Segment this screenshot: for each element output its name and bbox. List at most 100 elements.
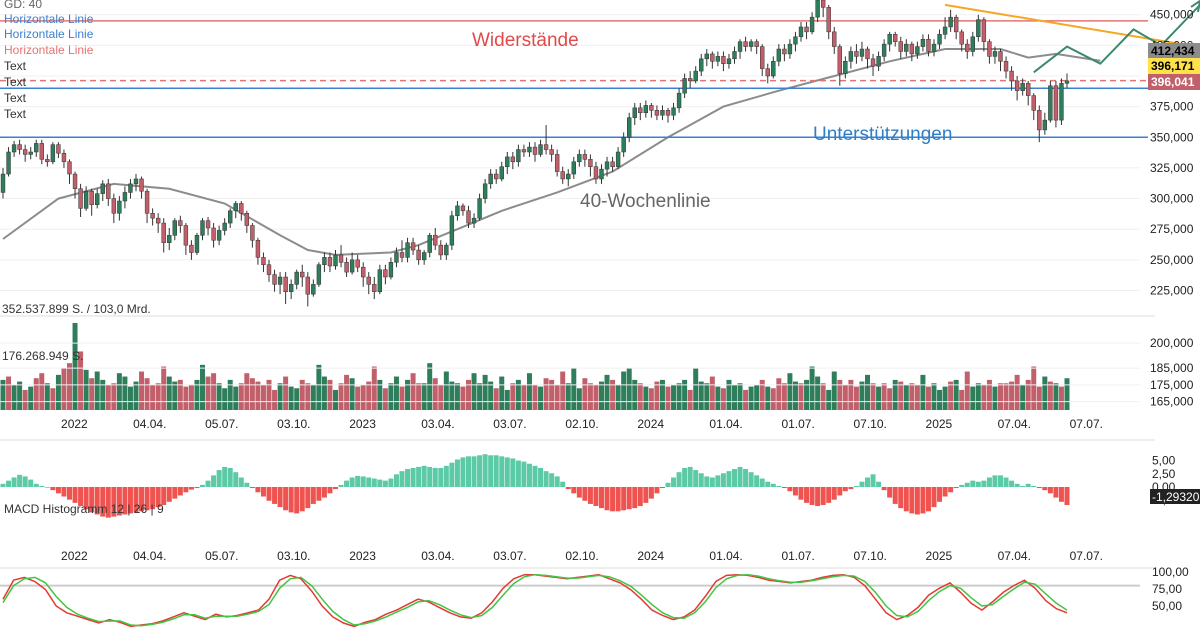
volume-bar bbox=[1058, 386, 1064, 410]
volume-bar bbox=[709, 376, 715, 410]
candle-body bbox=[554, 154, 560, 172]
macd-bar bbox=[172, 487, 178, 499]
macd-bar bbox=[1020, 485, 1026, 487]
volume-bar bbox=[981, 384, 987, 410]
macd-bar bbox=[898, 487, 904, 509]
candle-body bbox=[482, 183, 488, 199]
volume-bar bbox=[998, 383, 1003, 410]
macd-bar bbox=[205, 480, 211, 487]
candle-body bbox=[1031, 95, 1036, 111]
x-tick-label: 03.04. bbox=[421, 549, 454, 563]
macd-bar bbox=[67, 487, 72, 500]
macd-bar bbox=[355, 475, 361, 487]
x-tick-label: 07.07. bbox=[1070, 417, 1103, 431]
candle-body bbox=[804, 26, 809, 33]
macd-bar bbox=[665, 482, 671, 487]
macd-bar bbox=[615, 487, 621, 512]
volume-bar bbox=[244, 373, 250, 410]
volume-bar bbox=[1064, 378, 1070, 410]
level-value-tag bbox=[1148, 58, 1200, 74]
macd-bar bbox=[338, 484, 344, 487]
candle-body bbox=[953, 16, 959, 33]
candle-body bbox=[466, 210, 471, 224]
x-tick-label: 07.10. bbox=[854, 417, 887, 431]
volume-bar bbox=[538, 386, 544, 410]
volume-bar bbox=[460, 386, 466, 410]
x-tick-label: 07.04. bbox=[998, 417, 1031, 431]
macd-bar bbox=[255, 487, 261, 493]
macd-bar bbox=[1064, 487, 1070, 505]
volume-bar bbox=[1020, 384, 1026, 410]
macd-bar bbox=[992, 475, 998, 487]
volume-bar bbox=[643, 386, 649, 410]
x-tick-label: 07.04. bbox=[998, 549, 1031, 563]
candle-body bbox=[671, 107, 676, 116]
volume-bar bbox=[371, 366, 377, 410]
macd-bar bbox=[526, 463, 532, 487]
macd-bar bbox=[914, 487, 920, 515]
ma-line bbox=[2, 48, 1101, 256]
macd-bar bbox=[22, 476, 28, 487]
x-tick-label: 2025 bbox=[926, 549, 953, 563]
volume-bar bbox=[471, 373, 477, 410]
candle-body bbox=[383, 269, 388, 278]
macd-bar bbox=[333, 487, 338, 490]
volume-bar bbox=[432, 378, 438, 410]
candle-body bbox=[255, 239, 261, 258]
candle-body bbox=[161, 222, 166, 243]
candle-body bbox=[760, 46, 765, 69]
volume-bar bbox=[576, 388, 582, 410]
candle-body bbox=[521, 149, 527, 153]
candle-body bbox=[538, 144, 543, 155]
volume-bar bbox=[399, 386, 405, 410]
volume-bar bbox=[416, 383, 422, 410]
volume-bar bbox=[1042, 376, 1048, 410]
volume-bar bbox=[127, 386, 133, 410]
trend-line bbox=[944, 3, 1200, 49]
y-tick-label: 375,000 bbox=[1150, 100, 1194, 114]
macd-bar bbox=[637, 487, 643, 507]
volume-bar bbox=[222, 388, 228, 410]
candle-body bbox=[216, 230, 222, 241]
macd-bar bbox=[216, 470, 222, 487]
macd-histogram bbox=[0, 454, 1070, 518]
macd-bar bbox=[576, 487, 582, 498]
level-value-label: 396,171 bbox=[1151, 59, 1195, 73]
y-tick-label: 165,000 bbox=[1150, 395, 1194, 409]
candle-body bbox=[998, 51, 1003, 62]
candle-body bbox=[854, 51, 859, 57]
macd-bar bbox=[288, 487, 294, 513]
candle-body bbox=[233, 203, 238, 212]
macd-bar bbox=[853, 485, 859, 487]
x-tick-label: 01.04. bbox=[709, 549, 742, 563]
candle-body bbox=[909, 43, 915, 55]
price-candles bbox=[0, 0, 1070, 307]
macd-bar bbox=[139, 487, 145, 512]
volume-bar bbox=[626, 368, 632, 410]
macd-bar bbox=[432, 467, 438, 487]
volume-bar bbox=[931, 383, 937, 410]
macd-bar bbox=[488, 455, 494, 487]
macd-bar bbox=[89, 487, 95, 513]
volume-bar bbox=[648, 388, 654, 410]
candle-body bbox=[604, 161, 610, 170]
candle-body bbox=[743, 41, 748, 47]
candle-body bbox=[920, 38, 926, 47]
volume-bar bbox=[50, 388, 56, 410]
candle-body bbox=[222, 222, 227, 231]
volume-bar bbox=[593, 384, 599, 410]
macd-bar bbox=[454, 459, 460, 487]
x-axis-upper: 2022 04.04. 05.07. 03.10. 2023 03.04. 03.07. 02… bbox=[61, 417, 1103, 431]
macd-bar bbox=[443, 465, 449, 487]
volume-bar bbox=[1047, 381, 1053, 410]
volume-bar bbox=[133, 381, 139, 410]
candle-body bbox=[377, 269, 383, 292]
volume-bar bbox=[377, 379, 383, 410]
x-tick-label: 02.10. bbox=[565, 417, 598, 431]
volume-bar bbox=[792, 381, 798, 410]
candle-body bbox=[89, 190, 94, 205]
macd-bar bbox=[399, 471, 405, 487]
candle-body bbox=[305, 276, 310, 295]
volume-bar bbox=[621, 371, 627, 410]
macd-bar bbox=[233, 472, 239, 487]
